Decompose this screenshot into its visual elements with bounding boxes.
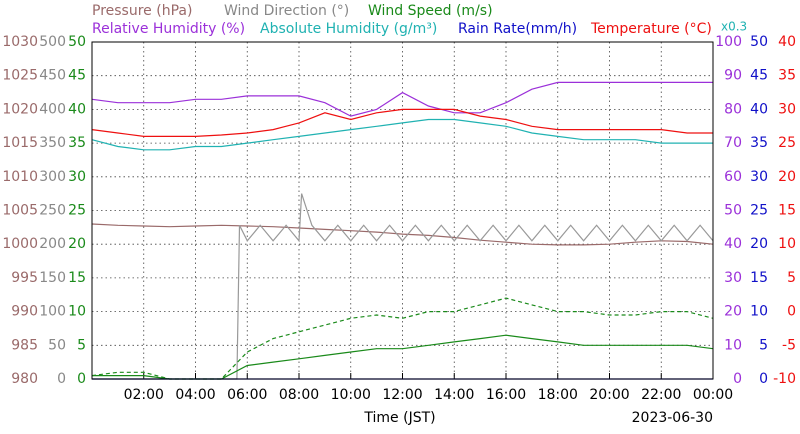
y-tick-label: 30	[724, 270, 742, 286]
y-tick-label: 30	[750, 169, 768, 185]
y-tick-label: -5	[782, 337, 796, 353]
y-tick-label: 300	[39, 169, 66, 185]
y-tick-label: 60	[724, 169, 742, 185]
y-tick-label: 10	[750, 304, 768, 320]
y-tick-label: 20	[68, 236, 86, 252]
y-tick-label: 450	[39, 68, 66, 84]
y-tick-label: 40	[778, 34, 796, 50]
y-tick-label: 980	[11, 371, 38, 387]
x-tick-label: 22:00	[641, 387, 681, 403]
y-tick-label: 5	[77, 337, 86, 353]
y-tick-label: 50	[48, 337, 66, 353]
y-tick-label: 10	[778, 236, 796, 252]
series-line	[91, 223, 714, 246]
series-line	[92, 193, 714, 380]
y-tick-label: 45	[68, 68, 86, 84]
y-tick-label: 70	[724, 135, 742, 151]
y-tick-label: 35	[68, 135, 86, 151]
x-tick-label: 00:00	[693, 387, 733, 403]
axis-title: Pressure (hPa)	[92, 3, 192, 19]
axis-title: Wind Direction (°)	[224, 3, 349, 19]
y-tick-label: 10	[68, 304, 86, 320]
y-tick-label: 150	[39, 270, 66, 286]
y-tick-label: 80	[724, 101, 742, 117]
y-tick-label: 30	[68, 169, 86, 185]
axis-title: Wind Speed (m/s)	[368, 3, 493, 19]
y-tick-label: 1015	[2, 135, 38, 151]
y-tick-label: -10	[773, 371, 796, 387]
plot-frame	[91, 41, 714, 380]
axis-title: Relative Humidity (%)	[92, 21, 245, 37]
x-axis-label: Time (JST)	[363, 410, 435, 426]
date-label: 2023-06-30	[632, 410, 713, 426]
y-tick-label: 400	[39, 101, 66, 117]
x-tick-label: 18:00	[538, 387, 578, 403]
y-tick-label: 50	[724, 203, 742, 219]
x-tick-label: 06:00	[227, 387, 267, 403]
y-tick-label: 1030	[2, 34, 38, 50]
axis-title: Absolute Humidity (g/m³)	[260, 21, 437, 37]
axis-title: Rain Rate(mm/h)	[458, 21, 577, 37]
y-tick-label: 35	[750, 135, 768, 151]
y-tick-label: 50	[68, 34, 86, 50]
y-tick-label: 500	[39, 34, 66, 50]
y-tick-label: 5	[759, 337, 768, 353]
y-tick-label: 40	[68, 101, 86, 117]
y-tick-label: 50	[750, 34, 768, 50]
x-tick-label: 10:00	[331, 387, 371, 403]
y-tick-label: 985	[11, 337, 38, 353]
series-line	[91, 297, 714, 380]
x-tick-label: 14:00	[434, 387, 474, 403]
y-tick-label: 100	[39, 304, 66, 320]
y-tick-label: 0	[733, 371, 742, 387]
y-tick-label: 20	[750, 236, 768, 252]
y-tick-label: 1000	[2, 236, 38, 252]
series-line	[91, 81, 713, 117]
y-tick-label: 0	[57, 371, 66, 387]
x-tick-label: 20:00	[589, 387, 629, 403]
y-tick-label: 40	[724, 236, 742, 252]
y-tick-label: 30	[778, 101, 796, 117]
y-tick-label: 0	[787, 304, 796, 320]
x-tick-label: 08:00	[279, 387, 319, 403]
y-tick-label: 15	[778, 203, 796, 219]
y-tick-label: 1010	[2, 169, 38, 185]
y-tick-label: 100	[715, 34, 742, 50]
y-tick-label: 20	[724, 304, 742, 320]
y-tick-label: 15	[68, 270, 86, 286]
y-tick-label: 1020	[2, 101, 38, 117]
y-tick-label: 45	[750, 68, 768, 84]
x-tick-label: 12:00	[382, 387, 422, 403]
y-tick-label: 995	[11, 270, 38, 286]
y-tick-label: 25	[68, 203, 86, 219]
y-tick-label: 1025	[2, 68, 38, 84]
y-tick-label: 90	[724, 68, 742, 84]
y-tick-label: 350	[39, 135, 66, 151]
series-line	[91, 118, 713, 151]
y-tick-label: 0	[759, 371, 768, 387]
scale-note: x0.3	[721, 20, 747, 34]
y-tick-label: 35	[778, 68, 796, 84]
x-tick-label: 16:00	[486, 387, 526, 403]
y-tick-label: 10	[724, 337, 742, 353]
y-tick-label: 5	[787, 270, 796, 286]
y-tick-label: 40	[750, 101, 768, 117]
y-tick-label: 25	[778, 135, 796, 151]
x-tick-label: 02:00	[124, 387, 164, 403]
y-tick-label: 25	[750, 203, 768, 219]
y-tick-label: 990	[11, 304, 38, 320]
y-tick-label: 20	[778, 169, 796, 185]
x-tick-label: 04:00	[175, 387, 215, 403]
y-tick-label: 250	[39, 203, 66, 219]
y-tick-label: 15	[750, 270, 768, 286]
series-line	[91, 108, 713, 137]
y-tick-label: 0	[77, 371, 86, 387]
y-tick-label: 1005	[2, 203, 38, 219]
y-tick-label: 200	[39, 236, 66, 252]
axis-title: Temperature (°C)	[590, 21, 712, 37]
